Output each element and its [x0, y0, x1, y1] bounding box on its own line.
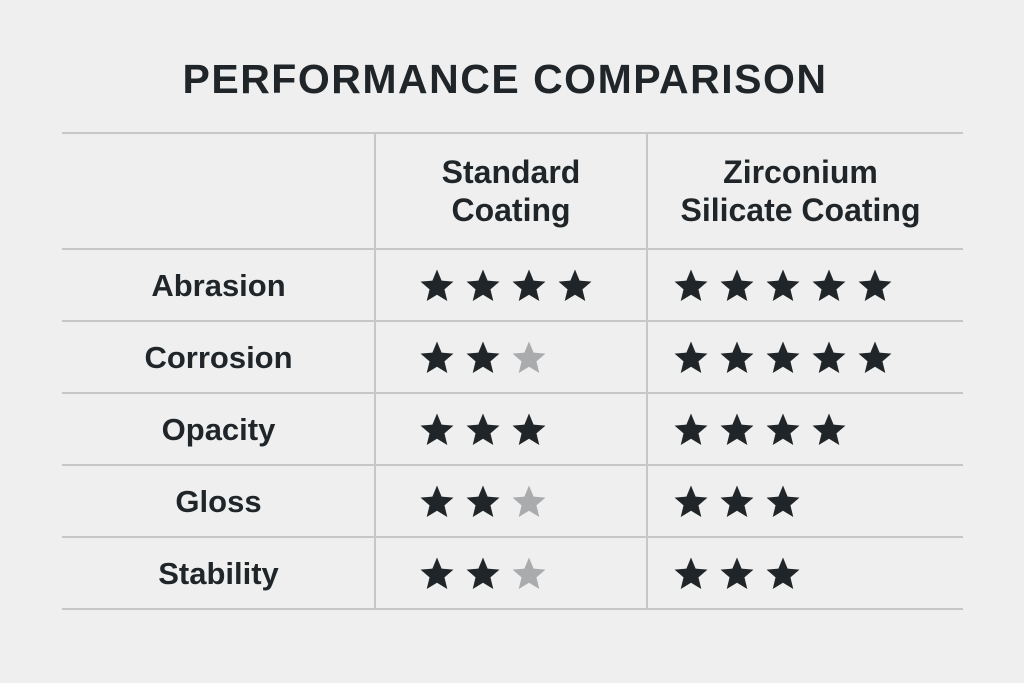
filled-star-icon	[674, 341, 708, 374]
filled-star-icon	[558, 269, 592, 302]
row-divider	[62, 392, 963, 394]
filled-star-icon	[674, 269, 708, 302]
row-divider	[62, 320, 963, 322]
table-border-top	[62, 132, 963, 134]
filled-star-icon	[466, 341, 500, 374]
table-row: Opacity	[62, 394, 963, 466]
table-row: Gloss	[62, 466, 963, 538]
filled-star-icon	[720, 341, 754, 374]
filled-star-icon	[420, 557, 454, 590]
filled-star-icon	[420, 413, 454, 446]
filled-star-icon	[812, 413, 846, 446]
filled-star-icon	[720, 485, 754, 518]
filled-star-icon	[420, 269, 454, 302]
column-divider	[646, 132, 648, 610]
filled-star-icon	[720, 557, 754, 590]
row-label: Stability	[158, 556, 279, 591]
column-header-line: Coating	[451, 192, 571, 228]
filled-star-icon	[674, 413, 708, 446]
rating-zirconium	[672, 250, 894, 322]
column-divider	[374, 132, 376, 610]
filled-star-icon	[720, 413, 754, 446]
empty-star-icon	[512, 485, 546, 518]
filled-star-icon	[858, 341, 892, 374]
row-divider	[62, 536, 963, 538]
rating-zirconium	[672, 322, 894, 394]
filled-star-icon	[512, 413, 546, 446]
column-header-zirconium: Zirconium Silicate Coating	[648, 132, 953, 250]
row-label: Opacity	[161, 412, 276, 447]
row-label: Gloss	[175, 484, 262, 519]
header-divider	[62, 248, 963, 250]
filled-star-icon	[766, 269, 800, 302]
page-title: PERFORMANCE COMPARISON	[182, 56, 828, 102]
column-header-line: Standard	[441, 154, 581, 190]
filled-star-icon	[812, 341, 846, 374]
rating-standard	[418, 466, 548, 538]
filled-star-icon	[720, 269, 754, 302]
rating-standard	[418, 322, 548, 394]
filled-star-icon	[512, 269, 546, 302]
row-divider	[62, 464, 963, 466]
filled-star-icon	[420, 485, 454, 518]
filled-star-icon	[420, 341, 454, 374]
rating-zirconium	[672, 538, 802, 610]
filled-star-icon	[674, 485, 708, 518]
filled-star-icon	[766, 485, 800, 518]
column-header-standard: Standard Coating	[376, 132, 646, 250]
filled-star-icon	[766, 557, 800, 590]
table-row: Abrasion	[62, 250, 963, 322]
empty-star-icon	[512, 557, 546, 590]
row-label: Abrasion	[151, 268, 286, 303]
empty-star-icon	[512, 341, 546, 374]
filled-star-icon	[466, 485, 500, 518]
rating-standard	[418, 394, 548, 466]
filled-star-icon	[466, 557, 500, 590]
rating-standard	[418, 538, 548, 610]
filled-star-icon	[466, 269, 500, 302]
filled-star-icon	[812, 269, 846, 302]
filled-star-icon	[766, 413, 800, 446]
comparison-table: Standard Coating Zirconium Silicate Coat…	[62, 132, 963, 610]
filled-star-icon	[466, 413, 500, 446]
table-row: Corrosion	[62, 322, 963, 394]
rating-standard	[418, 250, 594, 322]
row-label: Corrosion	[144, 340, 293, 375]
rating-zirconium	[672, 466, 802, 538]
filled-star-icon	[674, 557, 708, 590]
column-header-line: Silicate Coating	[680, 192, 921, 228]
rating-zirconium	[672, 394, 848, 466]
filled-star-icon	[858, 269, 892, 302]
table-row: Stability	[62, 538, 963, 610]
table-border-bottom	[62, 608, 963, 610]
column-header-line: Zirconium	[723, 154, 878, 190]
filled-star-icon	[766, 341, 800, 374]
